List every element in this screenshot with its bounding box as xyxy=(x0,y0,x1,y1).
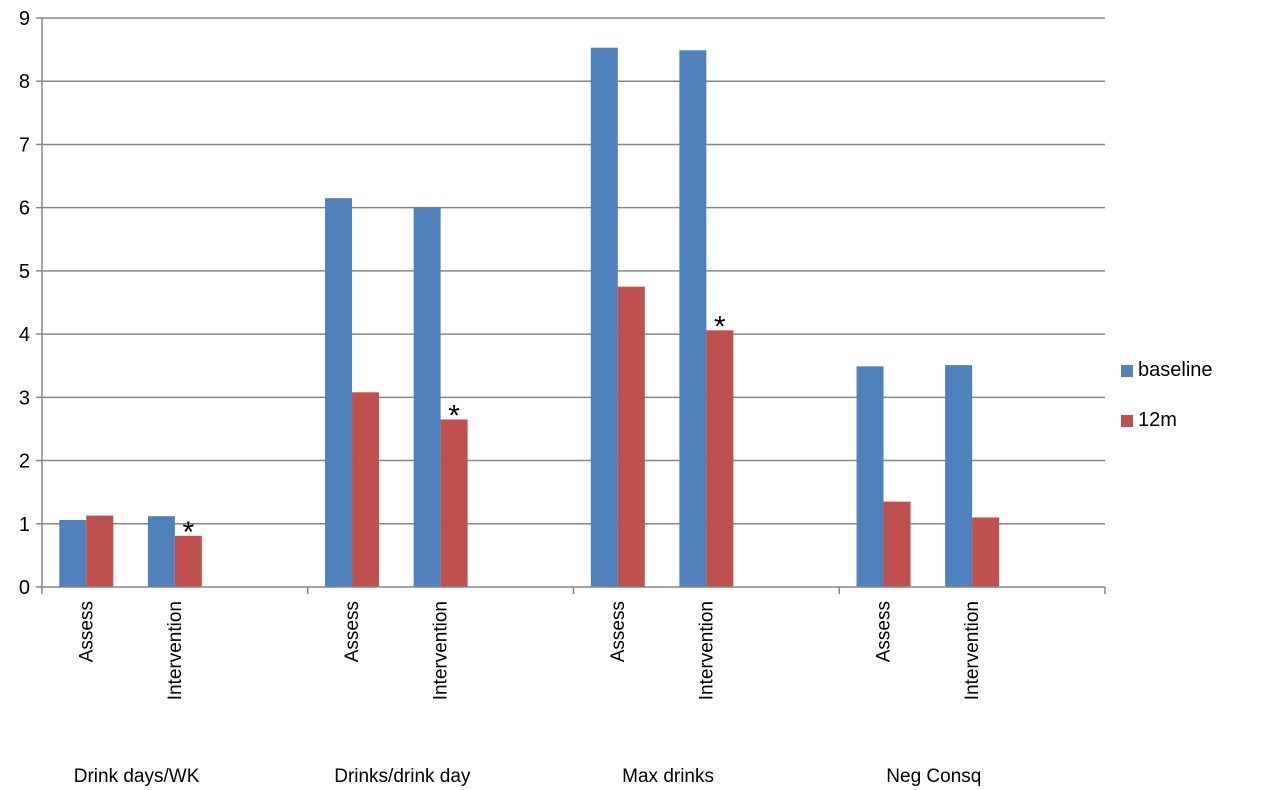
bar-12m xyxy=(972,517,1000,587)
bar-baseline xyxy=(590,47,618,588)
legend-swatch xyxy=(1121,415,1133,427)
x-category-label: Assess xyxy=(608,601,629,662)
bar-baseline xyxy=(679,50,707,587)
y-tick-label: 7 xyxy=(19,134,30,156)
gridlines xyxy=(42,17,1105,525)
bar-baseline xyxy=(59,519,87,587)
legend: baseline 12m xyxy=(1121,359,1213,431)
x-category-label: Intervention xyxy=(962,601,983,700)
significance-marker: * xyxy=(448,399,460,432)
legend-label: baseline xyxy=(1138,359,1213,381)
bar-12m xyxy=(174,535,202,587)
axes xyxy=(36,17,1106,594)
bar-12m xyxy=(352,392,380,587)
y-tick-label: 0 xyxy=(19,577,30,599)
x-category-label: Intervention xyxy=(431,601,452,700)
bar-baseline xyxy=(856,366,884,587)
y-tick-label: 2 xyxy=(19,451,30,473)
bar-12m xyxy=(617,286,645,587)
bar-12m xyxy=(883,501,911,587)
x-group-label: Max drinks xyxy=(622,766,714,787)
bars xyxy=(59,47,1000,588)
x-category-label: Intervention xyxy=(165,601,186,700)
axis-labels: 0 1 2 3 4 5 6 7 8 9 Assess Intervention Drink days/W… xyxy=(19,8,983,787)
x-category-label: Intervention xyxy=(696,601,717,700)
y-tick-label: 8 xyxy=(19,71,30,93)
y-tick-label: 5 xyxy=(19,261,30,283)
x-category-label: Assess xyxy=(76,601,97,662)
x-group-label: Drink days/WK xyxy=(74,766,200,787)
significance-marker: * xyxy=(183,516,195,549)
x-group-label: Neg Consq xyxy=(886,766,981,787)
y-tick-label: 1 xyxy=(19,514,30,536)
legend-swatch xyxy=(1121,365,1133,377)
bar-baseline xyxy=(413,207,441,587)
bar-12m xyxy=(440,419,468,587)
y-tick-label: 3 xyxy=(19,387,30,409)
y-tick-label: 6 xyxy=(19,198,30,220)
bar-baseline xyxy=(945,365,973,587)
bar-12m xyxy=(86,515,114,587)
x-category-label: Assess xyxy=(342,601,363,662)
x-group-label: Drinks/drink day xyxy=(334,766,471,787)
y-tick-label: 9 xyxy=(19,8,30,30)
bar-baseline xyxy=(325,198,353,587)
legend-label: 12m xyxy=(1138,409,1177,431)
bar-baseline xyxy=(147,516,175,587)
y-tick-label: 4 xyxy=(19,324,30,346)
bar-12m xyxy=(706,330,734,587)
x-category-label: Assess xyxy=(874,601,895,662)
significance-marker: * xyxy=(714,310,726,343)
